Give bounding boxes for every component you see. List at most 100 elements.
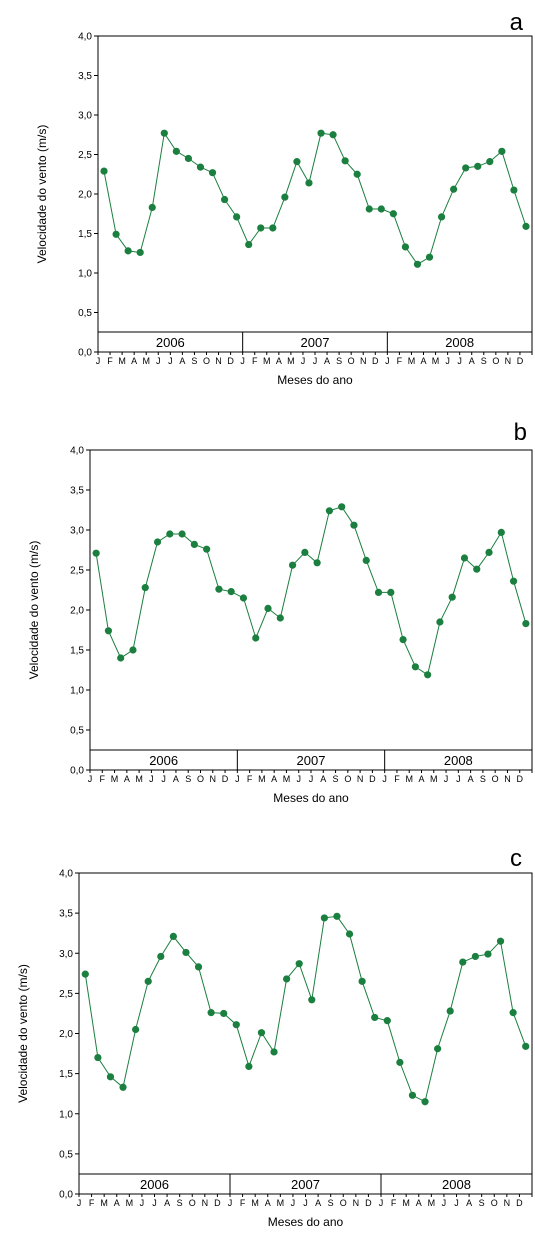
- series-line: [95, 506, 527, 676]
- data-point: [119, 1083, 127, 1091]
- panel-label: c: [510, 845, 522, 872]
- month-label: J: [444, 774, 449, 784]
- month-label: A: [265, 1198, 271, 1208]
- month-label: M: [402, 1198, 410, 1208]
- plot-frame: [78, 872, 533, 1195]
- month-label: O: [491, 1198, 498, 1208]
- data-point: [141, 584, 149, 592]
- data-point: [459, 958, 467, 966]
- data-point: [124, 247, 132, 255]
- month-label: J: [96, 356, 101, 366]
- data-point: [94, 1053, 102, 1062]
- data-point: [362, 556, 370, 565]
- data-point: [353, 170, 361, 178]
- series-line: [103, 131, 527, 265]
- data-point: [245, 1062, 253, 1071]
- month-label: J: [149, 774, 154, 784]
- data-point: [383, 1017, 391, 1025]
- data-point: [220, 195, 229, 204]
- month-label: O: [492, 774, 499, 784]
- month-label: A: [131, 356, 137, 366]
- month-label: O: [189, 1198, 196, 1208]
- month-label: M: [430, 774, 438, 784]
- panel-label: a: [510, 9, 524, 36]
- y-tick-label: 4,0: [59, 869, 73, 880]
- data-point: [264, 604, 272, 613]
- y-tick-label: 1,5: [70, 646, 84, 657]
- month-label: M: [263, 356, 271, 366]
- year-label: 2008: [445, 335, 474, 350]
- data-point: [233, 213, 241, 221]
- data-point: [305, 179, 313, 187]
- data-point: [172, 147, 180, 155]
- data-point: [424, 671, 432, 679]
- y-tick-label: 1,5: [59, 1069, 73, 1080]
- month-label: N: [215, 356, 222, 366]
- data-point: [474, 162, 482, 170]
- month-label: F: [397, 356, 403, 366]
- month-label: A: [420, 356, 426, 366]
- year-label: 2006: [156, 335, 185, 350]
- x-axis-title: Meses do ano: [273, 791, 349, 805]
- month-label: D: [516, 774, 523, 784]
- data-point: [338, 503, 346, 511]
- data-point: [81, 970, 89, 978]
- y-tick-label: 1,5: [78, 229, 92, 240]
- month-label: J: [140, 1198, 145, 1208]
- y-axis-title: Velocidade do vento (m/s): [16, 964, 30, 1103]
- month-label: F: [394, 774, 400, 784]
- data-point: [178, 530, 186, 538]
- data-point: [239, 594, 248, 602]
- y-tick-label: 1,0: [70, 686, 84, 697]
- month-label: A: [468, 774, 474, 784]
- month-label: J: [152, 1198, 157, 1208]
- month-label: M: [428, 1198, 436, 1208]
- y-axis-title: Velocidade do vento (m/s): [35, 125, 49, 264]
- data-point: [112, 230, 120, 238]
- data-point: [450, 185, 458, 193]
- month-label: N: [504, 1198, 511, 1208]
- data-point: [153, 538, 162, 546]
- year-label: 2008: [442, 1177, 471, 1192]
- month-label: D: [517, 356, 524, 366]
- data-point: [486, 158, 494, 166]
- data-point: [325, 507, 334, 515]
- y-tick-label: 4,0: [70, 446, 84, 457]
- data-point: [434, 1045, 442, 1053]
- data-point: [293, 158, 301, 166]
- month-label: M: [432, 356, 440, 366]
- data-point: [345, 930, 354, 938]
- y-tick-label: 0,5: [70, 726, 84, 737]
- month-label: M: [408, 356, 416, 366]
- data-point: [329, 131, 337, 139]
- month-label: D: [365, 1198, 372, 1208]
- data-point: [276, 614, 284, 622]
- data-point: [196, 163, 205, 171]
- month-label: S: [328, 1198, 334, 1208]
- month-label: N: [202, 1198, 209, 1208]
- data-point: [295, 960, 303, 968]
- month-label: M: [135, 774, 143, 784]
- data-point: [387, 588, 395, 597]
- y-tick-label: 2,0: [78, 190, 92, 201]
- month-label: J: [296, 774, 301, 784]
- month-label: J: [77, 1198, 82, 1208]
- month-label: J: [309, 774, 314, 784]
- y-tick-label: 3,0: [78, 111, 92, 122]
- data-point: [184, 154, 193, 163]
- data-point: [389, 210, 397, 218]
- year-label: 2007: [301, 335, 330, 350]
- y-tick-label: 0,5: [78, 308, 92, 319]
- year-label: 2007: [291, 1177, 320, 1192]
- data-point: [232, 1021, 240, 1029]
- data-point: [371, 1013, 379, 1022]
- data-point: [106, 1073, 115, 1081]
- data-point: [190, 540, 198, 549]
- month-label: F: [89, 1198, 95, 1208]
- data-point: [313, 559, 321, 567]
- data-point: [510, 186, 518, 194]
- data-point: [460, 554, 469, 562]
- month-label: A: [173, 774, 179, 784]
- month-label: A: [179, 356, 185, 366]
- data-point: [522, 1042, 530, 1050]
